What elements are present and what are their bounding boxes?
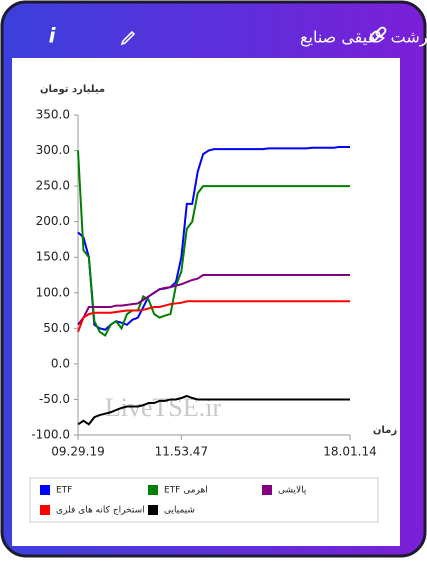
x-tick-label: 18.01.14 <box>323 445 376 459</box>
legend-label: ETF <box>56 486 72 496</box>
legend-swatch <box>148 485 158 495</box>
legend-label: اهرمی ETF <box>164 486 208 496</box>
y-tick-label: 100.0 <box>36 285 70 299</box>
y-tick-label: 250.0 <box>36 179 70 193</box>
x-tick-label: 09.29.19 <box>51 445 104 459</box>
legend-label: شیمیایی <box>164 506 195 516</box>
page-title: پول درشت حقیقی صنایع <box>300 28 427 48</box>
y-tick-label: -100.0 <box>31 428 70 442</box>
x-axis-label: زمان <box>373 425 397 436</box>
series-line <box>77 274 350 326</box>
legend-swatch <box>148 505 158 515</box>
y-tick-label: 0.0 <box>51 356 70 370</box>
series-line <box>77 300 350 333</box>
legend-swatch <box>40 505 50 515</box>
y-axis-label: میلیارد تومان <box>40 84 105 95</box>
series-line <box>77 394 350 426</box>
y-tick-label: -50.0 <box>39 392 70 406</box>
legend-swatch <box>40 485 50 495</box>
legend-label: استخراج کانه های فلزی <box>56 506 145 516</box>
y-tick-label: 350.0 <box>36 108 70 122</box>
y-tick-label: 300.0 <box>36 143 70 157</box>
legend-label: پالایشی <box>278 486 307 496</box>
x-tick-label: 11.53.47 <box>155 445 208 459</box>
y-tick-label: 150.0 <box>36 250 70 264</box>
y-tick-label: 200.0 <box>36 214 70 228</box>
info-button[interactable]: i <box>49 24 57 48</box>
edit-icon[interactable] <box>120 30 136 46</box>
series-line <box>77 150 350 337</box>
legend-swatch <box>262 485 272 495</box>
link-icon[interactable] <box>369 26 387 42</box>
y-tick-label: 50.0 <box>43 321 70 335</box>
legend <box>29 477 379 523</box>
